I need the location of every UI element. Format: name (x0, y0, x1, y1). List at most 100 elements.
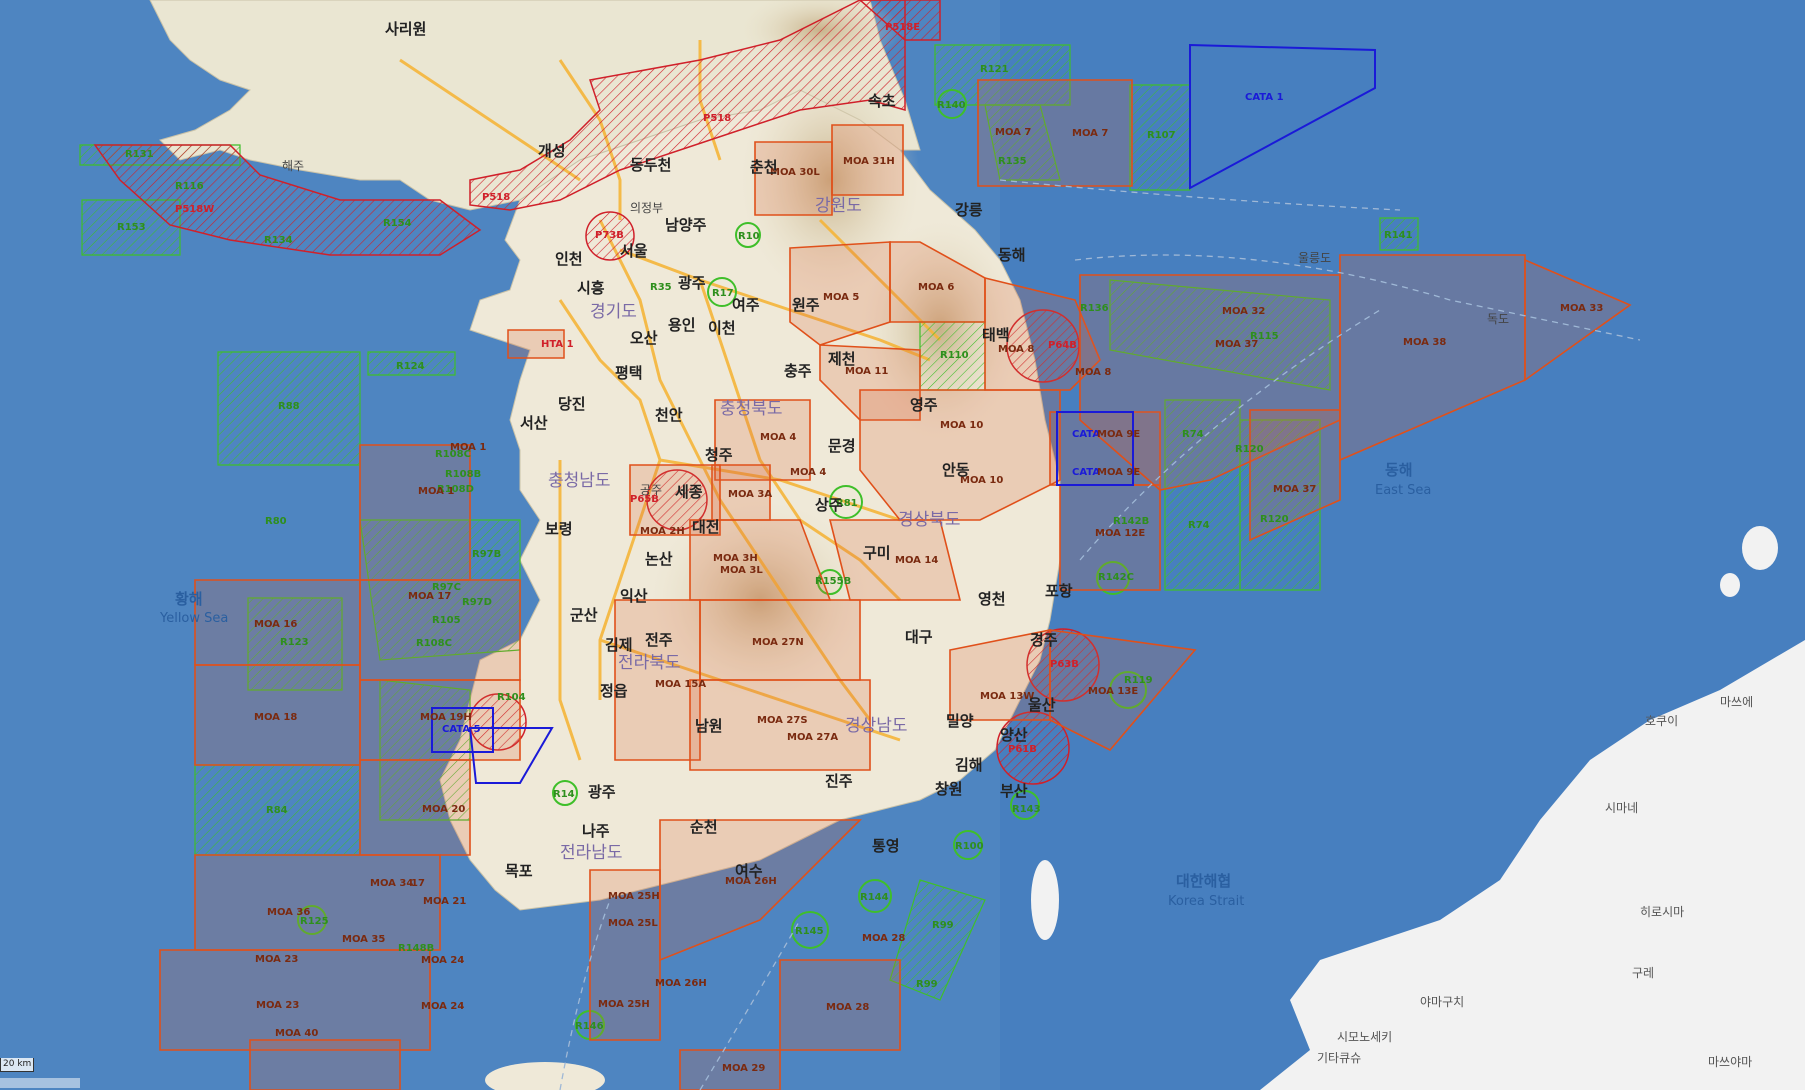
zone-moa21-35[interactable] (194, 854, 441, 951)
zone-moa19h[interactable] (359, 679, 521, 761)
zone-r140[interactable] (937, 89, 967, 119)
zone-p518e[interactable] (858, 0, 941, 41)
label-r120a: R120 (1235, 444, 1264, 455)
zone-p65b[interactable] (646, 469, 708, 531)
city-gyeongju: 경주 (1030, 631, 1058, 649)
zone-p63b[interactable] (1026, 628, 1100, 702)
label-cata1: CATA 1 (1245, 92, 1284, 103)
label-moa37b: MOA 37 (1273, 484, 1316, 495)
zone-moa11[interactable] (819, 344, 921, 421)
zone-r10[interactable] (735, 222, 761, 248)
label-r120b: R120 (1260, 514, 1289, 525)
zone-r142c[interactable] (1096, 561, 1130, 595)
zone-moa26h[interactable] (659, 819, 862, 962)
zone-moa2h[interactable] (629, 464, 721, 536)
province-chungbuk: 충청북도 (720, 399, 783, 419)
zone-r125[interactable] (297, 905, 327, 935)
zone-r144[interactable] (858, 879, 892, 913)
label-moa10a: MOA 10 (940, 420, 983, 431)
zone-moa15a[interactable] (614, 599, 701, 761)
cata-zones[interactable] (431, 43, 1376, 784)
zone-moa37b[interactable] (1249, 409, 1341, 542)
zone-r123[interactable] (247, 597, 343, 691)
city-dangjin: 당진 (558, 395, 586, 413)
zone-moa40[interactable] (249, 1039, 401, 1090)
zone-r120[interactable] (1239, 419, 1321, 591)
zone-cata5b[interactable] (468, 727, 554, 784)
zone-moa5[interactable] (789, 241, 891, 346)
zone-moa7[interactable] (977, 79, 1133, 187)
zone-p518w[interactable] (93, 144, 482, 256)
city-cheongju: 청주 (705, 446, 733, 464)
jp-hiroshima: 히로시마 (1640, 905, 1684, 919)
label-moa38: MOA 38 (1403, 337, 1446, 348)
zone-r143[interactable] (1010, 790, 1040, 820)
zone-moa27s[interactable] (689, 679, 871, 771)
jp-shimane: 시마네 (1605, 801, 1638, 815)
label-p73b: P73B (595, 230, 624, 241)
city-haeju: 해주 (282, 159, 304, 173)
zone-p73b[interactable] (585, 211, 635, 261)
zone-moa20[interactable] (359, 759, 471, 856)
zone-r119[interactable] (1109, 671, 1147, 709)
zone-moa4[interactable] (714, 399, 811, 481)
label-r140: R140 (937, 100, 966, 111)
zone-moa30l[interactable] (754, 141, 833, 216)
label-r100: R100 (955, 841, 984, 852)
zone-r121[interactable] (934, 44, 1071, 106)
yellow-sea-en: Yellow Sea (159, 611, 228, 626)
zone-moa10[interactable] (859, 389, 1061, 521)
zone-p64b[interactable] (1006, 309, 1080, 383)
zone-moa23[interactable] (159, 949, 431, 1051)
label-moa3a: MOA 3A (728, 489, 772, 500)
zone-r155b[interactable] (817, 569, 843, 595)
zone-moa14[interactable] (828, 519, 962, 601)
zone-r124[interactable] (367, 351, 456, 376)
label-r81: R81 (836, 498, 858, 509)
label-moa37a: MOA 37 (1215, 339, 1258, 350)
zone-moa25[interactable] (589, 869, 661, 1041)
zone-r141[interactable] (1379, 217, 1419, 251)
zone-moa13e[interactable] (1049, 629, 1197, 751)
zone-cata9e[interactable] (1056, 411, 1134, 486)
label-r105: R105 (432, 615, 461, 626)
label-hta1: HTA 1 (541, 339, 574, 350)
zone-hta1[interactable] (507, 329, 565, 359)
moa-zones[interactable] (159, 79, 1632, 1090)
zone-p61b[interactable] (996, 711, 1070, 785)
zone-r135[interactable] (984, 104, 1061, 181)
zone-r81[interactable] (829, 485, 863, 519)
zone-r17[interactable] (707, 277, 737, 307)
label-r143: R143 (1012, 804, 1041, 815)
zone-moa8[interactable] (984, 276, 1101, 391)
city-taebaek: 태백 (982, 326, 1010, 344)
zone-cata1[interactable] (1189, 43, 1376, 190)
zone-moa1[interactable] (359, 444, 471, 581)
label-moa17b: 17 (411, 878, 425, 889)
zone-moa29[interactable] (679, 1049, 781, 1090)
zone-r145[interactable] (791, 911, 829, 949)
zone-r100[interactable] (953, 830, 983, 860)
label-r134: R134 (264, 235, 293, 246)
city-jeonju: 전주 (645, 631, 673, 649)
zone-moa31h[interactable] (831, 124, 904, 196)
zone-r115[interactable] (1109, 279, 1331, 391)
prohibited-zones[interactable] (93, 0, 1100, 785)
jp-kitakyushu: 기타큐슈 (1317, 1051, 1361, 1065)
city-yeongju: 영주 (910, 396, 938, 414)
map-scale-bar: 20 km (0, 1058, 34, 1072)
zone-cata5[interactable] (431, 707, 494, 753)
zone-r99[interactable] (889, 879, 986, 1001)
zone-moa28[interactable] (779, 959, 901, 1051)
label-moa29: MOA 29 (722, 1063, 765, 1074)
restricted-zones[interactable] (79, 44, 1419, 1040)
label-p518e: P518E (885, 22, 920, 33)
label-r123: R123 (280, 637, 309, 648)
zone-r107[interactable] (1129, 84, 1191, 191)
zone-r14[interactable] (552, 780, 578, 806)
label-moa23a: MOA 23 (255, 954, 298, 965)
zone-p518[interactable] (469, 0, 906, 211)
label-moa12e: MOA 12E (1095, 528, 1145, 539)
zone-moa33[interactable] (1524, 258, 1632, 382)
